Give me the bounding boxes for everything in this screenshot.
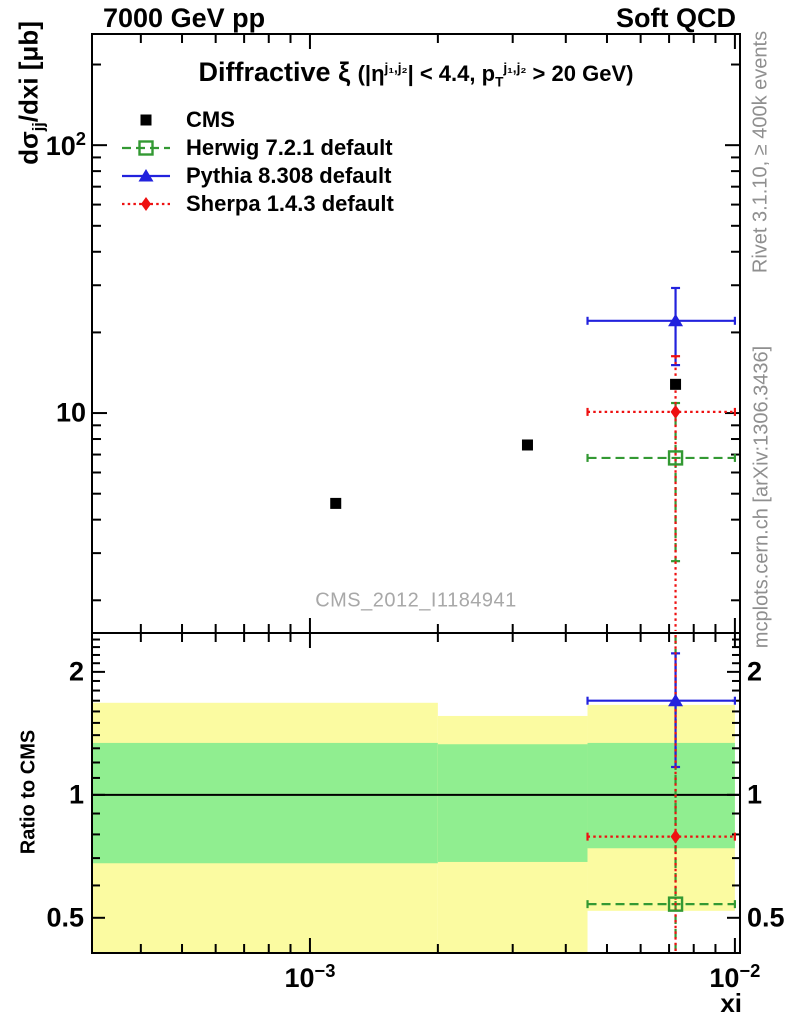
mcplots-arxiv-note: mcplots.cern.ch [arXiv:1306.3436]: [750, 345, 773, 649]
plot-title: Diffractive ξ (|ηj₁,j₂| < 4.4, pTj₁,j₂ >…: [92, 57, 740, 89]
plot-title-sup1: j₁,j₂: [384, 60, 408, 76]
legend-item-herwig: Herwig 7.2.1 default: [186, 135, 393, 160]
plot-title-sup2: j₁,j₂: [503, 60, 527, 76]
plot-title-cut: (|η: [357, 61, 385, 86]
y-axis-label: dσjj/dxi [μb]: [13, 21, 48, 165]
legend-item-sherpa: Sherpa 1.4.3 default: [186, 191, 394, 216]
beam-energy-label: 7000 GeV pp: [103, 3, 266, 33]
process-group-label: Soft QCD: [616, 3, 736, 33]
legend-item-cms: CMS: [186, 107, 235, 132]
x-axis-label: xi: [720, 988, 742, 1018]
legend-item-pythia: Pythia 8.308 default: [186, 163, 392, 188]
y-axis-label-pre: dσ: [13, 131, 44, 165]
analysis-id-watermark: CMS_2012_I1184941: [315, 589, 517, 612]
rivet-version-note: Rivet 3.1.10, ≥ 400k events: [749, 30, 772, 274]
y-axis-label-sub: jj: [29, 122, 48, 132]
ratio-y-axis-label: Ratio to CMS: [17, 729, 40, 855]
y-axis-label-post: /dxi [μb]: [13, 21, 44, 123]
plot-title-mid: | < 4.4, p: [407, 61, 496, 86]
plot-title-subT: T: [495, 74, 504, 90]
plot-title-post: > 20 GeV): [526, 61, 634, 86]
plot-title-main: Diffractive ξ: [198, 57, 358, 87]
